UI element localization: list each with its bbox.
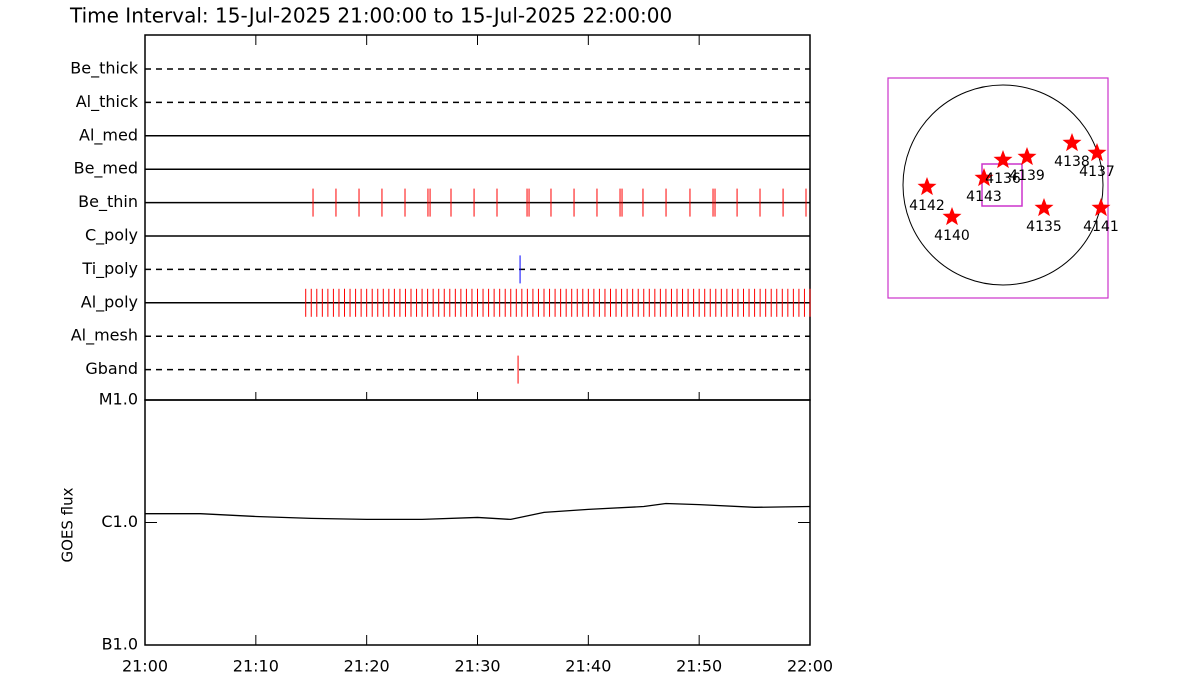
region-star xyxy=(1062,133,1082,152)
x-tick-label: 21:20 xyxy=(344,657,390,676)
region-star xyxy=(917,177,937,196)
filter-label: Ti_poly xyxy=(81,259,138,279)
filter-label: Be_thin xyxy=(78,192,138,212)
x-tick-label: 21:50 xyxy=(676,657,722,676)
filter-label: Gband xyxy=(85,359,138,378)
region-label: 4142 xyxy=(909,198,945,214)
y-tick-label: B1.0 xyxy=(102,635,138,654)
region-star xyxy=(1017,147,1037,166)
filter-label: Be_thick xyxy=(70,59,138,79)
region-label: 4138 xyxy=(1054,154,1090,170)
filter-label: Al_mesh xyxy=(71,326,138,346)
title: Time Interval: 15-Jul-2025 21:00:00 to 1… xyxy=(69,4,672,28)
goes-curve xyxy=(145,502,811,521)
map-frame xyxy=(887,77,1109,299)
region-label: 4139 xyxy=(1009,168,1045,184)
region-star xyxy=(993,150,1013,169)
x-tick-label: 21:10 xyxy=(233,657,279,676)
goes-panel xyxy=(144,399,811,646)
region-star xyxy=(1087,143,1107,162)
y-tick-label: C1.0 xyxy=(101,512,138,531)
region-label: 4136 xyxy=(985,171,1021,187)
region-star xyxy=(942,207,962,226)
x-tick-label: 21:00 xyxy=(122,657,168,676)
x-tick-label: 22:00 xyxy=(787,657,833,676)
x-tick-label: 21:40 xyxy=(565,657,611,676)
region-label: 4135 xyxy=(1026,219,1062,235)
y-axis-label: GOES flux xyxy=(59,487,77,562)
region-label: 4137 xyxy=(1079,164,1115,180)
y-tick-label: M1.0 xyxy=(99,390,138,409)
filter-label: Be_med xyxy=(74,159,138,179)
region-label: 4140 xyxy=(934,228,970,244)
region-star xyxy=(974,168,994,187)
region-star xyxy=(1091,198,1111,217)
region-label: 4143 xyxy=(966,189,1002,205)
filter-label: C_poly xyxy=(85,226,138,246)
solar-disk xyxy=(902,84,1104,286)
filter-panel xyxy=(144,34,811,401)
region-label: 4141 xyxy=(1083,219,1119,235)
filter-label: Al_med xyxy=(79,125,138,145)
x-tick-label: 21:30 xyxy=(454,657,500,676)
region-star xyxy=(1034,198,1054,217)
filter-label: Al_poly xyxy=(81,292,138,312)
filter-label: Al_thick xyxy=(76,92,139,112)
